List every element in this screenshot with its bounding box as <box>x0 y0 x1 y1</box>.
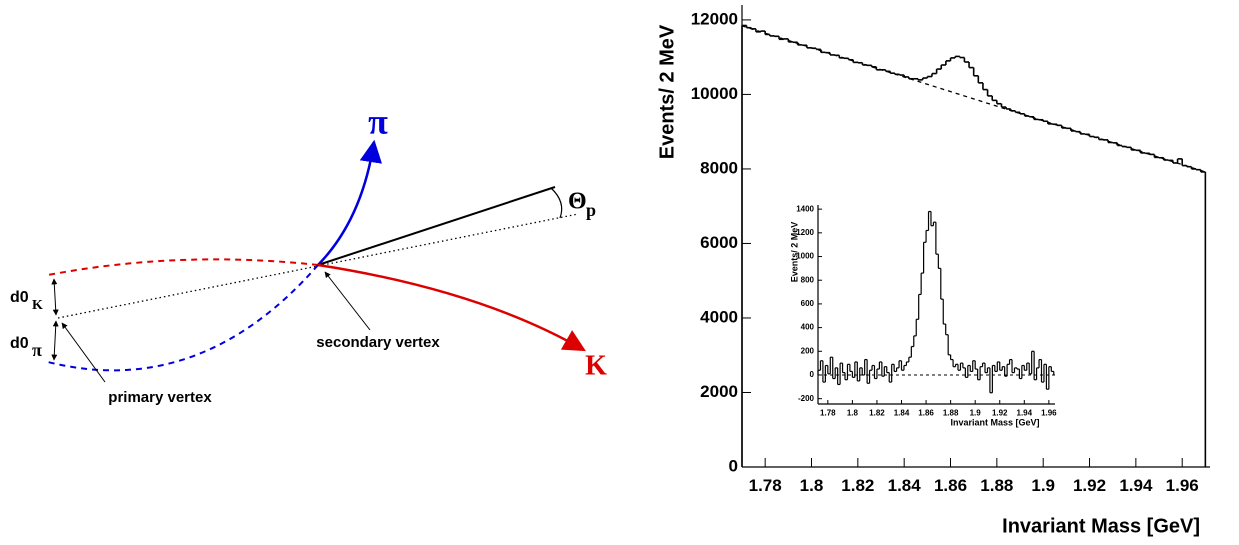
decay-diagram: π Θ p d0 K d0 π primary vertex secondary… <box>10 101 607 406</box>
y-tick-label: 0 <box>810 370 815 379</box>
y-tick-label: 0 <box>729 456 738 475</box>
y-tick-label: -200 <box>798 394 815 403</box>
d0-pi-subscript: π <box>32 340 42 360</box>
y-tick-label: 12000 <box>691 9 738 28</box>
y-tick-label: 8000 <box>700 158 738 177</box>
x-tick-label: 1.84 <box>888 476 922 495</box>
x-axis-title: Invariant Mass [GeV] <box>1002 515 1200 537</box>
x-tick-label: 1.92 <box>992 408 1008 417</box>
pion-extrapolation <box>47 264 319 372</box>
primary-vertex-pointer <box>61 322 106 383</box>
y-axis-title: Events/ 2 MeV <box>789 222 799 283</box>
y-tick-label: 2000 <box>700 382 738 401</box>
background-fit <box>741 25 1206 173</box>
x-tick-label: 1.94 <box>1017 408 1033 417</box>
x-tick-label: 1.78 <box>749 476 782 495</box>
y-tick-label: 4000 <box>700 307 738 326</box>
flight-line <box>57 213 579 319</box>
x-tick-label: 1.9 <box>1031 476 1055 495</box>
y-tick-label: 1000 <box>796 252 814 261</box>
x-tick-label: 1.86 <box>918 408 934 417</box>
momentum-line <box>317 186 556 266</box>
x-tick-label: 1.88 <box>980 476 1013 495</box>
d0-pi-arrow <box>51 320 59 361</box>
kaon-track <box>317 263 586 352</box>
secondary-vertex-pointer <box>324 271 371 331</box>
x-tick-label: 1.96 <box>1041 408 1057 417</box>
x-tick-label: 1.86 <box>934 476 967 495</box>
y-tick-label: 600 <box>801 299 815 308</box>
x-tick-label: 1.82 <box>841 476 874 495</box>
secondary-vertex-label: secondary vertex <box>316 334 440 351</box>
y-axis-title: Events/ 2 MeV <box>656 24 678 159</box>
y-tick-label: 200 <box>801 346 815 355</box>
x-tick-label: 1.84 <box>894 408 910 417</box>
x-axis-title: Invariant Mass [GeV] <box>950 417 1039 427</box>
y-tick-label: 10000 <box>691 84 738 103</box>
x-tick-label: 1.94 <box>1119 476 1153 495</box>
x-tick-label: 1.96 <box>1166 476 1199 495</box>
y-tick-label: 1400 <box>796 204 814 213</box>
d0-k-arrow <box>51 278 59 316</box>
y-tick-label: 400 <box>801 323 815 332</box>
pion-track <box>317 139 383 266</box>
pion-label: π <box>368 101 388 141</box>
theta-subscript: p <box>586 200 596 220</box>
x-tick-label: 1.78 <box>820 408 836 417</box>
x-tick-label: 1.82 <box>869 408 885 417</box>
primary-vertex-label: primary vertex <box>108 389 212 406</box>
x-tick-label: 1.88 <box>943 408 959 417</box>
x-tick-label: 1.8 <box>847 408 859 417</box>
y-tick-label: 800 <box>801 275 815 284</box>
x-tick-label: 1.92 <box>1073 476 1106 495</box>
kaon-label: K <box>585 350 607 381</box>
kaon-extrapolation <box>47 258 319 276</box>
angle-arc <box>550 187 563 219</box>
theta-label: Θ <box>568 189 587 215</box>
d0-k-label: d0 <box>10 289 29 306</box>
y-tick-label: 1200 <box>796 228 814 237</box>
x-tick-label: 1.9 <box>970 408 982 417</box>
x-tick-label: 1.8 <box>800 476 824 495</box>
d0-pi-label: d0 <box>10 335 29 352</box>
d0-k-subscript: K <box>32 298 43 313</box>
y-tick-label: 6000 <box>700 233 738 252</box>
